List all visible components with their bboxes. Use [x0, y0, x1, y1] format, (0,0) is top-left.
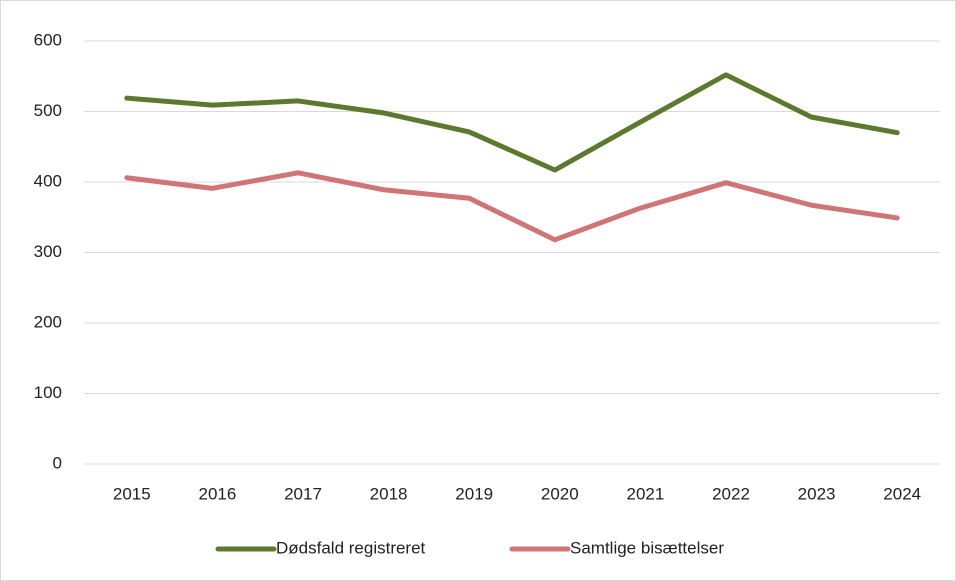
x-tick-label: 2018	[370, 484, 408, 503]
series-line	[124, 72, 900, 173]
y-tick-label: 100	[34, 383, 62, 402]
x-tick-label: 2024	[883, 484, 921, 503]
y-tick-label: 400	[34, 171, 62, 190]
x-tick-label: 2021	[626, 484, 664, 503]
legend-label: Samtlige bisættelser	[570, 538, 724, 557]
x-tick-label: 2017	[284, 484, 322, 503]
legend-label: Dødsfald registreret	[276, 538, 426, 557]
y-tick-label: 600	[34, 30, 62, 49]
y-tick-label: 500	[34, 101, 62, 120]
y-tick-label: 200	[34, 312, 62, 331]
x-tick-label: 2023	[798, 484, 836, 503]
y-tick-label: 300	[34, 242, 62, 261]
x-tick-label: 2020	[541, 484, 579, 503]
y-tick-label: 0	[53, 453, 62, 472]
x-tick-label: 2019	[455, 484, 493, 503]
x-tick-label: 2015	[113, 484, 151, 503]
series-line	[124, 170, 900, 243]
x-tick-label: 2016	[198, 484, 236, 503]
x-tick-label: 2022	[712, 484, 750, 503]
